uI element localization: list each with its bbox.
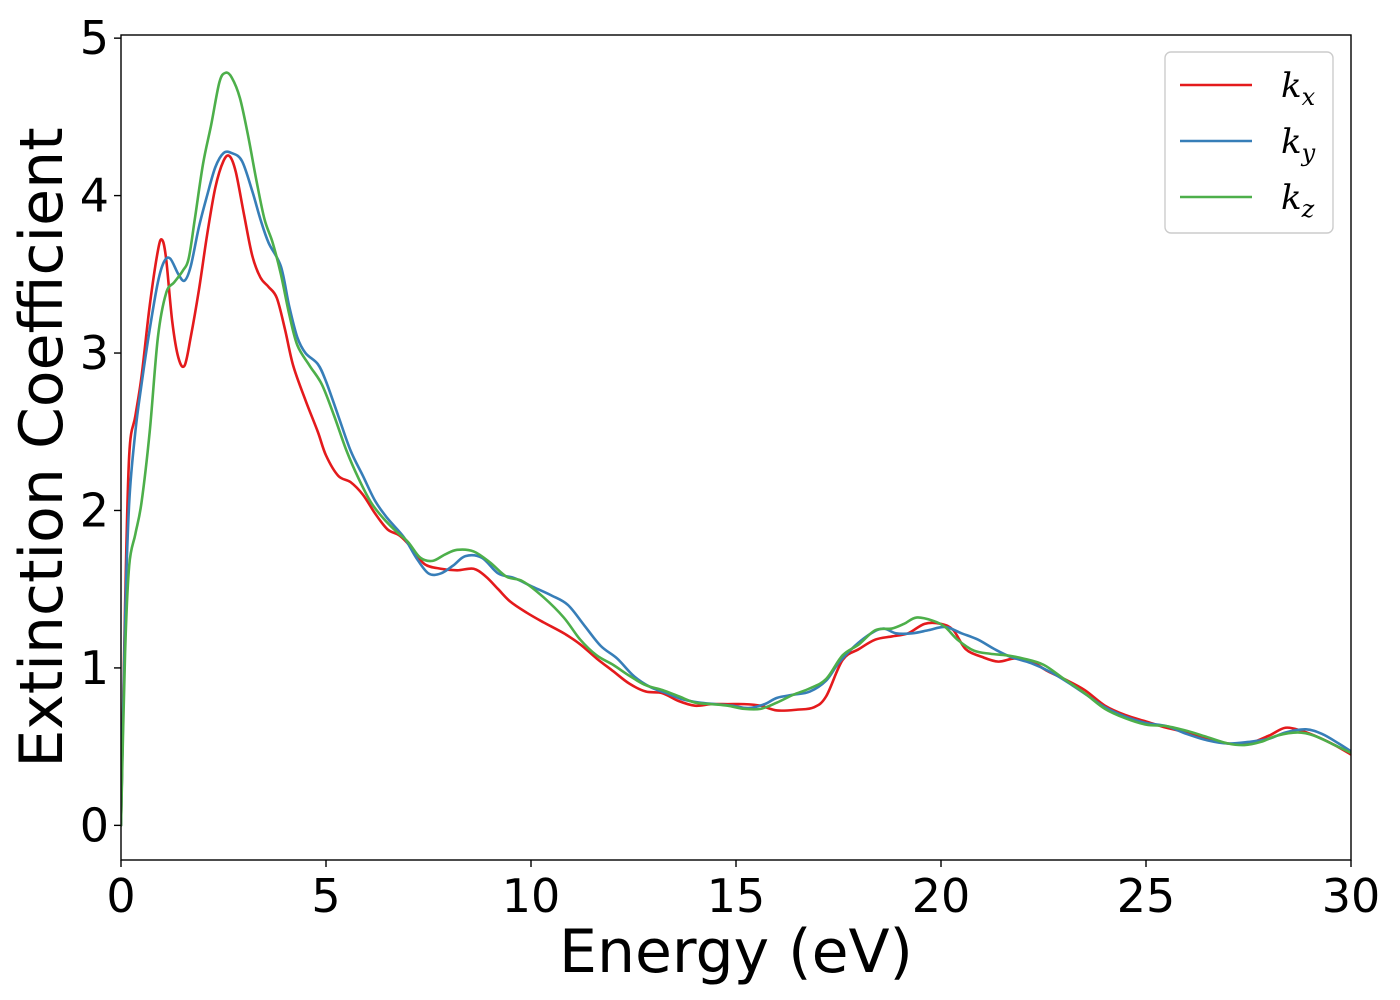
y-tick-label: 0 — [80, 798, 109, 852]
legend-box — [1164, 51, 1334, 234]
y-tick-label: 4 — [80, 169, 109, 223]
legend-label-kx: kx — [1281, 66, 1316, 111]
y-tick-label: 3 — [80, 326, 109, 380]
series-line-kz — [121, 71, 1351, 827]
legend-label-kz: kz — [1281, 178, 1315, 223]
x-axis-label: Energy (eV) — [559, 917, 913, 987]
x-tick-label: 10 — [502, 869, 561, 923]
y-tick-label: 2 — [80, 483, 109, 537]
x-tick-label: 0 — [106, 869, 135, 923]
legend: kx ky kz — [1164, 51, 1334, 234]
x-axis-ticks: 0 5 10 15 20 25 30 — [106, 860, 1380, 923]
x-tick-label: 25 — [1117, 869, 1176, 923]
y-tick-label: 5 — [80, 11, 109, 65]
y-tick-label: 1 — [80, 641, 109, 695]
x-tick-label: 5 — [311, 869, 340, 923]
series-line-ky — [121, 150, 1351, 827]
legend-label-ky: ky — [1281, 122, 1316, 167]
y-axis-ticks: 0 1 2 3 4 5 — [80, 11, 121, 852]
x-tick-label: 30 — [1322, 869, 1381, 923]
x-tick-label: 20 — [912, 869, 971, 923]
x-tick-label: 15 — [707, 869, 766, 923]
y-axis-label: Extinction Coefficient — [7, 127, 77, 767]
plot-lines — [121, 71, 1351, 827]
